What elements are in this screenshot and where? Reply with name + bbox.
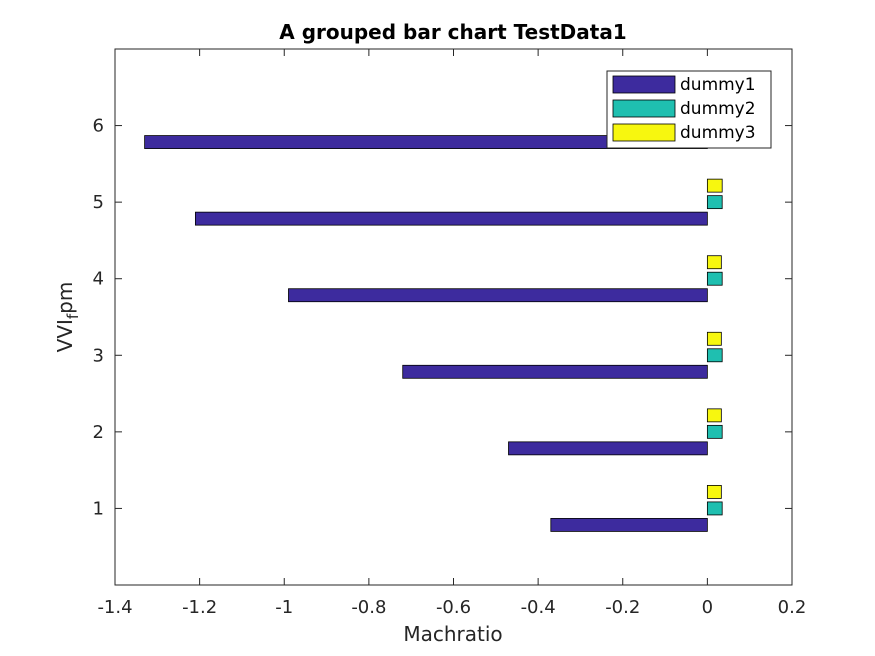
legend-swatch-dummy3 (612, 123, 676, 142)
y-tick-label: 6 (93, 116, 104, 137)
y-tick-label: 4 (93, 269, 104, 290)
bar-dummy1-3 (402, 364, 708, 379)
bar-dummy3-5 (706, 178, 723, 193)
x-tick-label: -0.2 (605, 597, 640, 618)
y-axis-label: VVIfpm (53, 282, 82, 353)
x-tick-label: -1.2 (182, 597, 217, 618)
legend-label-dummy2: dummy2 (680, 99, 756, 119)
bar-dummy2-1 (706, 501, 723, 516)
y-axis-label-subscript: f (64, 313, 82, 319)
legend-label-dummy1: dummy1 (680, 75, 756, 95)
bar-dummy2-4 (706, 271, 723, 286)
y-tick-label: 5 (93, 192, 104, 213)
x-tick-label: 0.2 (778, 597, 807, 618)
bar-dummy2-5 (706, 195, 723, 210)
y-axis-label-rest: pm (53, 282, 77, 314)
x-tick-label: -0.4 (521, 597, 556, 618)
x-tick-label: 0 (702, 597, 713, 618)
chart-title: A grouped bar chart TestData1 (279, 20, 626, 44)
bar-dummy1-1 (550, 518, 708, 532)
legend-swatch-dummy1 (612, 75, 676, 94)
legend-swatch-dummy2 (612, 99, 676, 118)
legend: dummy1 dummy2 dummy3 (606, 70, 772, 149)
bars-group (144, 135, 723, 532)
bar-dummy2-2 (706, 424, 723, 439)
y-tick-label: 1 (93, 498, 104, 519)
bar-dummy1-4 (288, 288, 708, 303)
x-axis-label: Machratio (403, 622, 502, 646)
bar-dummy1-5 (194, 211, 708, 226)
bar-dummy3-2 (706, 408, 722, 423)
plot-frame (114, 48, 793, 586)
bar-dummy3-1 (706, 485, 722, 499)
x-tick-label: -0.8 (351, 597, 386, 618)
y-tick-label: 2 (93, 422, 104, 443)
x-tick-label: -1.4 (97, 597, 132, 618)
y-axis-label-main: VVI (53, 319, 77, 352)
bar-dummy3-4 (706, 255, 722, 270)
bar-dummy2-3 (706, 348, 723, 363)
y-tick-label: 3 (93, 345, 104, 366)
legend-label-dummy3: dummy3 (680, 123, 756, 143)
x-tick-label: -1 (275, 597, 293, 618)
x-tick-label: -0.6 (436, 597, 471, 618)
bar-dummy1-2 (508, 441, 708, 456)
bar-dummy3-3 (706, 331, 722, 346)
ticks-group: -1.4 -1.2 -1 -0.8 -0.6 -0.4 -0.2 0 0.2 1 2 3 4 5 6 (93, 49, 807, 618)
